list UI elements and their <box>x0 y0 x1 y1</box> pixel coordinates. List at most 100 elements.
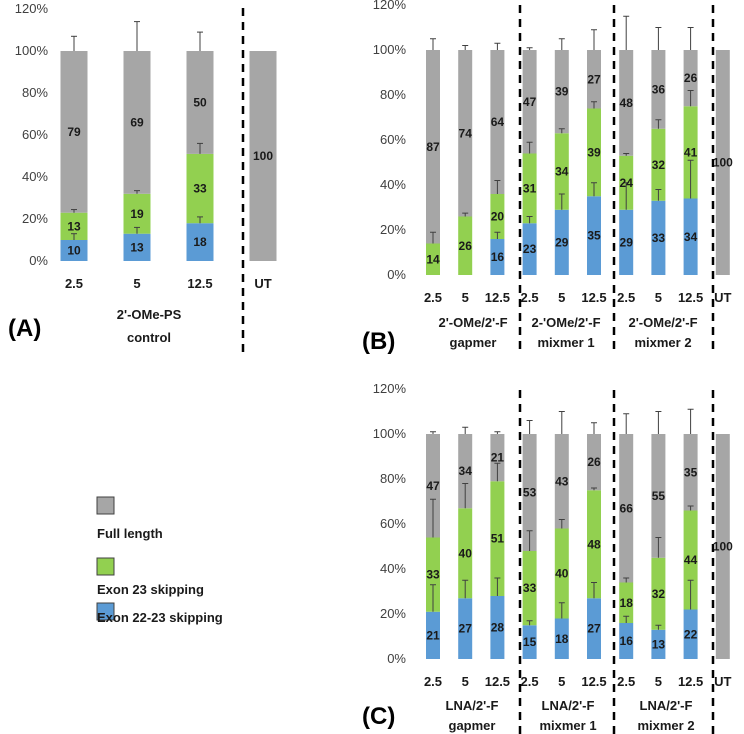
group-label-line2: mixmer 1 <box>537 335 594 350</box>
x-tick-label: 5 <box>462 290 469 305</box>
bar-segment-full-length <box>458 434 473 509</box>
group-label-line2: control <box>127 330 171 345</box>
data-label-full-length: 87 <box>426 140 440 154</box>
bar-segment-exon2223 <box>619 623 634 659</box>
bar-group: 33 32 36 <box>651 27 666 275</box>
bar-group: 16 20 64 <box>490 42 505 275</box>
data-label-exon2223: 27 <box>459 622 473 636</box>
legend-swatch-exon23 <box>96 557 115 576</box>
x-tick-label: 5 <box>558 674 565 689</box>
legend-label-exon23: Exon 23 skipping <box>97 582 204 597</box>
bar-group: 23 31 47 <box>522 47 537 275</box>
x-tick-label: 2.5 <box>65 276 83 291</box>
x-tick-label: 2.5 <box>617 674 635 689</box>
legend-label-full-length: Full length <box>97 526 163 541</box>
y-tick-label: 60% <box>380 132 406 147</box>
bar-group: 26 74 <box>458 45 473 275</box>
x-tick-label: 2.5 <box>521 674 539 689</box>
legend-swatch-full-length <box>96 496 115 515</box>
bar-group: 13 19 69 <box>123 21 151 261</box>
bar-group: 27 40 34 <box>458 426 473 659</box>
bar-segment-exon2223 <box>554 618 569 659</box>
y-tick-label: 80% <box>380 471 406 486</box>
panel-label: (C) <box>362 703 395 730</box>
x-tick-label: 12.5 <box>485 290 510 305</box>
y-tick-label: 0% <box>29 253 48 268</box>
y-tick-label: 20% <box>380 222 406 237</box>
x-tick-label: 12.5 <box>581 674 606 689</box>
bar-segment-exon2223 <box>123 233 151 261</box>
x-tick-label: 12.5 <box>678 674 703 689</box>
x-tick-label: 5 <box>133 276 140 291</box>
bar-segment-full-length <box>587 434 601 491</box>
group-label-line1: 2'-OMe-PS <box>117 307 182 322</box>
x-tick-label: 5 <box>558 290 565 305</box>
data-label-full-length: 55 <box>652 489 666 503</box>
x-tick-label: 12.5 <box>581 290 606 305</box>
data-label-exon23: 24 <box>620 176 634 190</box>
bar-segment-full-length <box>554 434 569 529</box>
data-label-exon2223: 23 <box>523 242 537 256</box>
x-tick-label: 5 <box>655 674 662 689</box>
data-label-exon23: 40 <box>459 546 473 560</box>
data-label-full-length: 53 <box>523 486 537 500</box>
data-label-exon23: 48 <box>587 537 601 551</box>
data-label-full-length: 79 <box>67 125 81 139</box>
data-label-full-length: 64 <box>491 115 505 129</box>
data-label-exon2223: 22 <box>684 627 698 641</box>
x-tick-label: 2.5 <box>424 674 442 689</box>
bar-segment-exon2223 <box>683 609 698 659</box>
y-tick-label: 0% <box>387 651 406 666</box>
y-tick-label: 120% <box>373 381 407 396</box>
data-label-exon23: 31 <box>523 181 537 195</box>
bar-segment-full-length <box>715 50 730 275</box>
y-tick-label: 120% <box>373 0 407 12</box>
group-label-line1: 2'-OMe/2'-F <box>438 315 507 330</box>
data-label-exon2223: 10 <box>67 244 81 258</box>
data-label-exon2223: 18 <box>555 632 569 646</box>
bar-segment-full-length <box>587 50 601 109</box>
y-tick-label: 60% <box>380 516 406 531</box>
data-label-exon2223: 27 <box>587 622 601 636</box>
data-label-exon2223: 13 <box>652 637 666 651</box>
bar-segment-full-length <box>186 51 214 154</box>
data-label-exon2223: 15 <box>523 635 537 649</box>
bar-group: 14 87 <box>426 38 440 275</box>
data-label-exon23: 39 <box>587 145 601 159</box>
data-label-exon23: 32 <box>652 587 666 601</box>
bar-segment-full-length <box>426 434 440 538</box>
data-label-exon2223: 29 <box>555 235 569 249</box>
group-label-line1: 2-'OMe/2'-F <box>531 315 600 330</box>
bar-segment-exon2223 <box>458 598 473 659</box>
data-label-full-length: 21 <box>491 451 505 465</box>
bar-segment-exon23 <box>490 194 505 239</box>
data-label-exon23: 32 <box>652 158 666 172</box>
bar-segment-exon2223 <box>426 611 440 659</box>
bar-segment-exon23 <box>554 528 569 619</box>
bar-segment-exon2223 <box>522 223 537 275</box>
data-label-exon2223: 13 <box>130 240 144 254</box>
y-tick-label: 120% <box>15 1 49 16</box>
group-label-line2: mixmer 1 <box>539 718 596 733</box>
data-label-full-length: 35 <box>684 465 698 479</box>
y-tick-label: 0% <box>387 267 406 282</box>
x-tick-label: UT <box>254 276 271 291</box>
data-label-full-length: 47 <box>523 95 537 109</box>
bar-segment-exon2223 <box>60 240 88 261</box>
panel-label: (A) <box>8 315 41 342</box>
bar-segment-exon2223 <box>619 209 634 275</box>
bar-segment-exon2223 <box>554 209 569 275</box>
bar-segment-full-length <box>619 50 634 156</box>
bar-segment-exon23 <box>651 557 666 630</box>
data-label-full-length: 48 <box>620 96 634 110</box>
bar-segment-exon2223 <box>186 223 214 261</box>
data-label-full-length: 36 <box>652 82 666 96</box>
bar-group: 13 32 55 <box>651 411 666 659</box>
bar-segment-exon2223 <box>490 239 505 275</box>
bar-group: 34 41 26 <box>683 27 698 275</box>
bar-segment-exon2223 <box>490 596 505 659</box>
data-label-exon23: 19 <box>130 207 144 221</box>
bar-group: 28 51 21 <box>490 431 505 659</box>
legend-label-exon2223: Exon 22-23 skipping <box>97 610 223 625</box>
